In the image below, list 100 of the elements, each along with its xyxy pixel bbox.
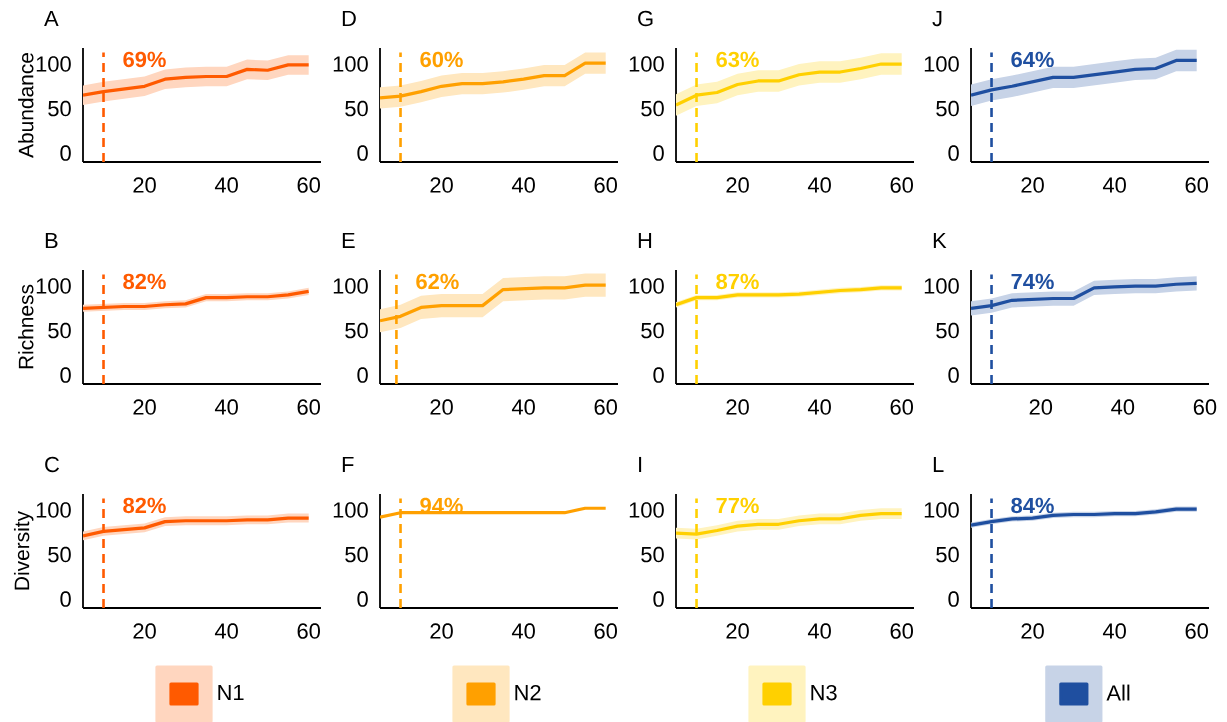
y-tick-label: 0 (357, 591, 368, 607)
chart-title: J (932, 10, 942, 27)
y-tick-label: 50 (936, 322, 959, 339)
y-tick-label: 50 (48, 100, 71, 117)
x-tick-label: 20 (430, 623, 453, 639)
x-tick-label: 20 (726, 623, 749, 639)
y-tick-label: 100 (36, 278, 71, 294)
x-tick-label: 60 (890, 623, 913, 639)
x-tick-label: 40 (807, 399, 831, 415)
y-tick-label: 100 (333, 278, 368, 294)
y-tick-label: 50 (345, 100, 368, 117)
y-tick-label: 0 (948, 591, 959, 607)
annotation: 82% (123, 273, 166, 290)
y-axis-title: Abundance (18, 53, 34, 158)
annotation: 74% (1011, 273, 1054, 290)
y-tick-label: 0 (357, 145, 368, 161)
y-tick-label: 0 (653, 591, 664, 607)
annotation: 60% (420, 51, 463, 68)
chart-title: B (45, 232, 58, 249)
x-tick-label: 40 (214, 399, 238, 415)
y-tick-label: 0 (653, 367, 664, 383)
annotation: 84% (1011, 497, 1054, 514)
y-tick-label: 0 (357, 367, 368, 383)
x-tick-label: 20 (133, 623, 156, 639)
y-tick-label: 50 (641, 322, 664, 339)
y-tick-label: 100 (629, 278, 664, 294)
y-tick-label: 0 (60, 367, 71, 383)
chart-title: L (933, 456, 944, 473)
y-tick-label: 0 (60, 591, 71, 607)
y-tick-label: 100 (629, 502, 664, 518)
y-tick-label: 50 (936, 546, 959, 563)
x-tick-label: 60 (297, 399, 320, 415)
y-tick-label: 0 (653, 145, 664, 161)
annotation: 87% (716, 273, 759, 290)
y-tick-label: 100 (333, 502, 368, 518)
x-tick-label: 40 (1102, 177, 1126, 193)
legend-label: N2 (515, 684, 541, 701)
x-tick-label: 40 (807, 623, 831, 639)
x-tick-label: 20 (726, 399, 749, 415)
chart-title: H (638, 232, 652, 249)
y-tick-label: 100 (36, 502, 71, 518)
y-tick-label: 100 (924, 56, 959, 72)
y-tick-label: 50 (936, 100, 959, 117)
x-tick-label: 20 (1029, 399, 1053, 415)
y-tick-label: 100 (924, 278, 959, 294)
x-tick-label: 60 (1185, 623, 1208, 639)
y-tick-label: 100 (36, 56, 71, 72)
y-tick-label: 0 (948, 367, 959, 383)
y-tick-label: 50 (345, 546, 368, 563)
y-tick-label: 0 (948, 145, 959, 161)
x-tick-label: 60 (594, 399, 617, 415)
y-axis-title: Richness (18, 284, 34, 369)
x-tick-label: 60 (1185, 177, 1208, 193)
annotation: 63% (716, 51, 759, 68)
x-tick-label: 60 (1193, 399, 1217, 415)
legend-label: N3 (811, 684, 837, 701)
x-tick-label: 40 (807, 177, 831, 193)
x-tick-label: 40 (511, 177, 535, 193)
y-tick-label: 100 (629, 56, 664, 72)
x-tick-label: 60 (890, 399, 913, 415)
x-tick-label: 60 (594, 177, 617, 193)
x-tick-label: 40 (511, 399, 535, 415)
x-tick-label: 60 (890, 177, 913, 193)
chart-title: C (45, 456, 60, 473)
x-tick-label: 20 (430, 177, 453, 193)
y-tick-label: 50 (48, 546, 71, 563)
x-tick-label: 20 (1021, 177, 1044, 193)
y-tick-label: 100 (333, 56, 368, 72)
y-tick-label: 0 (60, 145, 71, 161)
y-tick-label: 50 (345, 322, 368, 339)
legend-label: All (1106, 684, 1130, 701)
x-tick-label: 20 (133, 399, 156, 415)
chart-title: K (933, 232, 947, 249)
y-tick-label: 50 (48, 322, 71, 339)
y-tick-label: 50 (641, 546, 664, 563)
x-tick-label: 20 (726, 177, 749, 193)
annotation: 69% (123, 51, 166, 68)
y-tick-label: 100 (924, 502, 959, 518)
annotation: 77% (716, 497, 759, 514)
x-tick-label: 40 (1111, 399, 1135, 415)
x-tick-label: 20 (133, 177, 156, 193)
x-tick-label: 40 (511, 623, 535, 639)
annotation: 62% (416, 273, 459, 290)
x-tick-label: 60 (297, 623, 320, 639)
annotation: 82% (123, 497, 166, 514)
x-tick-label: 40 (1102, 623, 1126, 639)
y-tick-label: 50 (641, 100, 664, 117)
chart-title: G (638, 10, 653, 27)
x-tick-label: 60 (594, 623, 617, 639)
chart-title: I (639, 456, 642, 473)
x-tick-label: 40 (214, 177, 238, 193)
annotation: 64% (1011, 51, 1054, 68)
legend-label: N1 (218, 684, 244, 701)
y-axis-title: Diversity (13, 510, 34, 590)
chart-title: D (342, 10, 356, 26)
x-tick-label: 60 (297, 177, 320, 193)
x-tick-label: 40 (214, 623, 238, 639)
chart-title: F (342, 456, 354, 473)
chart-title: A (44, 10, 59, 26)
x-tick-label: 20 (430, 399, 453, 415)
